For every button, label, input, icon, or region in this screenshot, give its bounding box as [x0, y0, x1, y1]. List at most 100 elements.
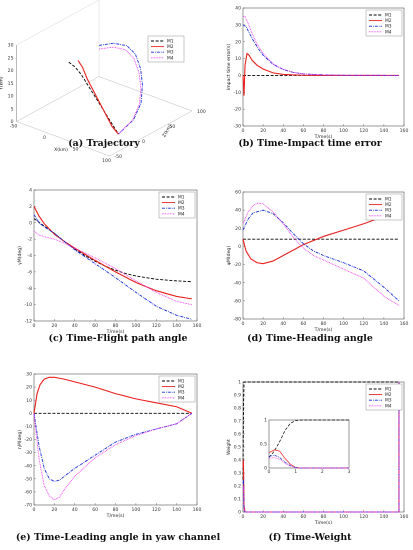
- top-edge: [16, 0, 100, 46]
- legend-box: [158, 191, 196, 219]
- panel-leading-angle: 0 20 40 60 80 100 120 140 160-70-60-50-40-30-20-…: [16, 372, 221, 543]
- x-tick-label: 160: [400, 128, 409, 134]
- y-tick-label: -10: [24, 302, 32, 308]
- legend-label-m1: M1: [385, 13, 392, 19]
- floor-plane: [16, 76, 193, 157]
- x-tick-label: 140: [172, 507, 181, 513]
- x-tick-label: 160: [400, 514, 409, 520]
- x-tick-label: 60: [300, 128, 306, 134]
- x-tick-label: 20: [51, 507, 57, 513]
- legend-box: [365, 9, 403, 37]
- x-tick-label: -50: [10, 124, 18, 130]
- y-tick-label: 25: [8, 55, 14, 61]
- inset-y-tick-label: 0.5: [260, 442, 267, 448]
- legend-label-m4: M4: [178, 395, 185, 401]
- y-tick-label: -10: [24, 424, 32, 430]
- caption-letter: (a): [68, 138, 86, 149]
- y-axis-label: Y(km): [0, 76, 5, 91]
- y-tick-label: 20: [235, 39, 241, 45]
- inset-series-line-m4: [268, 457, 349, 469]
- y-tick-label: 15: [8, 81, 14, 87]
- caption-text: Time-Heading angle: [266, 333, 373, 344]
- legend-label-m4: M4: [167, 55, 174, 61]
- inset-x-tick-label: 2: [321, 469, 324, 475]
- panel-weight: 0 20 40 60 80 100 120 140 16000.10.20.30.40.50.6…: [226, 380, 408, 543]
- y-tick-label: 0: [238, 510, 241, 516]
- series-line-m1: [242, 381, 399, 480]
- inset-x-tick-label: 3: [348, 469, 351, 475]
- z-tick-label: -50: [115, 154, 123, 160]
- series-line-m4: [33, 412, 193, 501]
- x-tick-label: 160: [400, 321, 409, 327]
- x-axis-label: Time(s): [314, 520, 332, 526]
- series-line-m2: [242, 52, 399, 96]
- x-tick-label: 20: [260, 321, 266, 327]
- x-tick-label: 160: [193, 507, 202, 513]
- y-tick-label: 0: [11, 119, 14, 125]
- x-tick-label: 160: [193, 323, 202, 329]
- x-tick-label: 120: [359, 128, 368, 134]
- y-tick-label: 30: [26, 372, 32, 378]
- y-tick-label: 0.6: [234, 432, 241, 438]
- series-line-m3: [33, 214, 193, 320]
- inset-y-tick-label: 0: [264, 466, 267, 472]
- y-tick-label: 40: [235, 208, 241, 214]
- legend-box: [158, 375, 196, 403]
- y-tick-label: -20: [233, 107, 241, 113]
- y-tick-label: -4: [27, 253, 32, 259]
- y-tick-label: 0.9: [234, 393, 241, 399]
- x-tick-label: 100: [131, 507, 140, 513]
- y-tick-label: -50: [24, 476, 32, 482]
- y-tick-label: 0.5: [234, 445, 241, 451]
- caption: (b) Time-Impact time error: [238, 138, 382, 149]
- x-axis-label: T/me(s): [314, 134, 333, 140]
- x-tick-label: 0: [33, 323, 36, 329]
- panel-flight-path-angle: 0 20 40 60 80 100 120 140 160 -12 -10 -8 -6 -4 -2 0 2 4 T/…: [17, 188, 201, 344]
- y-tick-label: 0.4: [234, 458, 241, 464]
- y-tick-label: 20: [8, 68, 14, 74]
- y-tick-label: -40: [24, 463, 32, 469]
- z-axis-label: Z(km): [161, 123, 173, 138]
- y-tick-label: 30: [235, 22, 241, 28]
- caption-letter: (e): [16, 532, 34, 543]
- x-tick-label: 80: [321, 128, 327, 134]
- legend-label-m3: M3: [178, 206, 185, 212]
- caption-text: Time-Flight path angle: [66, 333, 187, 344]
- z-tick-label: 50: [170, 124, 176, 130]
- x-tick-label: 0: [242, 128, 245, 134]
- legend-label-m1: M1: [385, 387, 392, 393]
- y-tick-label: 0.3: [234, 471, 241, 477]
- caption: (f) Time-Weight: [269, 532, 353, 543]
- inset-plot: 0 1 2 3 0 0.5 1: [260, 418, 351, 476]
- legend-label-m2: M2: [385, 202, 392, 208]
- y-tick-label: 20: [26, 385, 32, 391]
- y-tick-label: 10: [8, 94, 14, 100]
- legend-box: [365, 383, 403, 411]
- y-tick-label: 30: [8, 43, 14, 49]
- y-tick-label: -80: [233, 317, 241, 323]
- y-tick-label: 40: [235, 6, 241, 12]
- x-tick-label: 50: [73, 147, 79, 153]
- legend-label-m2: M2: [178, 384, 185, 390]
- x-tick-label: 80: [113, 323, 119, 329]
- legend-label-m2: M2: [385, 392, 392, 398]
- x-tick-label: 140: [379, 321, 388, 327]
- series-line-m4: [33, 230, 193, 306]
- x-tick-label: 20: [260, 128, 266, 134]
- y-tick-label: 5: [11, 106, 14, 112]
- x-tick-label: 120: [359, 321, 368, 327]
- trajectory-m4: [99, 46, 142, 135]
- y-tick-label: 10: [26, 398, 32, 404]
- x-tick-label: 60: [300, 514, 306, 520]
- trajectory-m2: [77, 60, 119, 135]
- x-axis-label: T/me(s): [106, 329, 125, 335]
- legend-label-m4: M4: [178, 211, 185, 217]
- series-line-m4: [242, 382, 400, 513]
- x-tick-label: 0: [242, 514, 245, 520]
- x-tick-label: 0: [43, 135, 46, 141]
- caption-text: Time-Weight: [285, 532, 352, 543]
- panel-impact-time-error: 0 20 40 60 80 100 120 140 160 -30 -20 -10 0 10 20 30 40 T…: [226, 6, 408, 149]
- x-tick-label: 140: [379, 514, 388, 520]
- legend-label-m3: M3: [178, 390, 185, 396]
